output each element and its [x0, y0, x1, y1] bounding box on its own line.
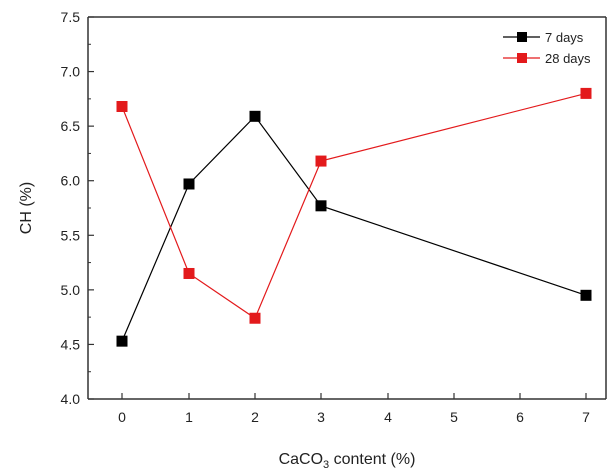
y-tick-label: 6.5: [61, 118, 81, 134]
x-tick-label: 4: [384, 409, 392, 425]
x-tick-label: 5: [450, 409, 458, 425]
y-tick-label: 4.0: [61, 391, 81, 407]
legend-marker: [517, 32, 527, 42]
y-tick-label: 5.5: [61, 227, 81, 243]
data-point-marker: [249, 110, 261, 122]
x-tick-label: 2: [251, 409, 259, 425]
data-point-marker: [183, 267, 195, 279]
data-point-marker: [580, 87, 592, 99]
x-tick-label: 3: [317, 409, 325, 425]
x-tick-label: 1: [185, 409, 193, 425]
x-axis-title-main: CaCO: [279, 451, 323, 468]
y-tick-label: 6.0: [61, 173, 81, 189]
y-tick-label: 5.0: [61, 282, 81, 298]
x-axis-title: CaCO3 content (%): [279, 451, 416, 471]
y-tick-label: 7.0: [61, 64, 81, 80]
data-point-marker: [249, 312, 261, 324]
y-tick-label: 7.5: [61, 9, 81, 25]
data-point-marker: [580, 289, 592, 301]
legend-label: 28 days: [545, 51, 591, 66]
series-layer: [116, 87, 592, 347]
y-axis-title: CH (%): [18, 182, 35, 234]
legend: 7 days 28 days: [503, 30, 591, 66]
data-point-marker: [116, 335, 128, 347]
data-point-marker: [315, 155, 327, 167]
x-tick-label: 6: [516, 409, 524, 425]
y-axis-ticks: 4.0 4.5 5.0 5.5 6.0 6.5 7.0 7.5: [61, 9, 94, 407]
y-tick-label: 4.5: [61, 336, 81, 352]
x-axis-title-rest: content (%): [329, 451, 415, 468]
data-point-marker: [116, 100, 128, 112]
data-point-marker: [183, 178, 195, 190]
x-axis-ticks: 0 1 2 3 4 5 6 7: [118, 393, 590, 425]
legend-label: 7 days: [545, 30, 584, 45]
x-tick-label: 7: [582, 409, 590, 425]
data-point-marker: [315, 200, 327, 212]
legend-marker: [517, 53, 527, 63]
x-tick-label: 0: [118, 409, 126, 425]
series-line: [121, 92, 587, 320]
series-line: [121, 115, 587, 342]
plot-area: [87, 16, 607, 400]
x-axis-title-subscript: 3: [323, 459, 329, 471]
